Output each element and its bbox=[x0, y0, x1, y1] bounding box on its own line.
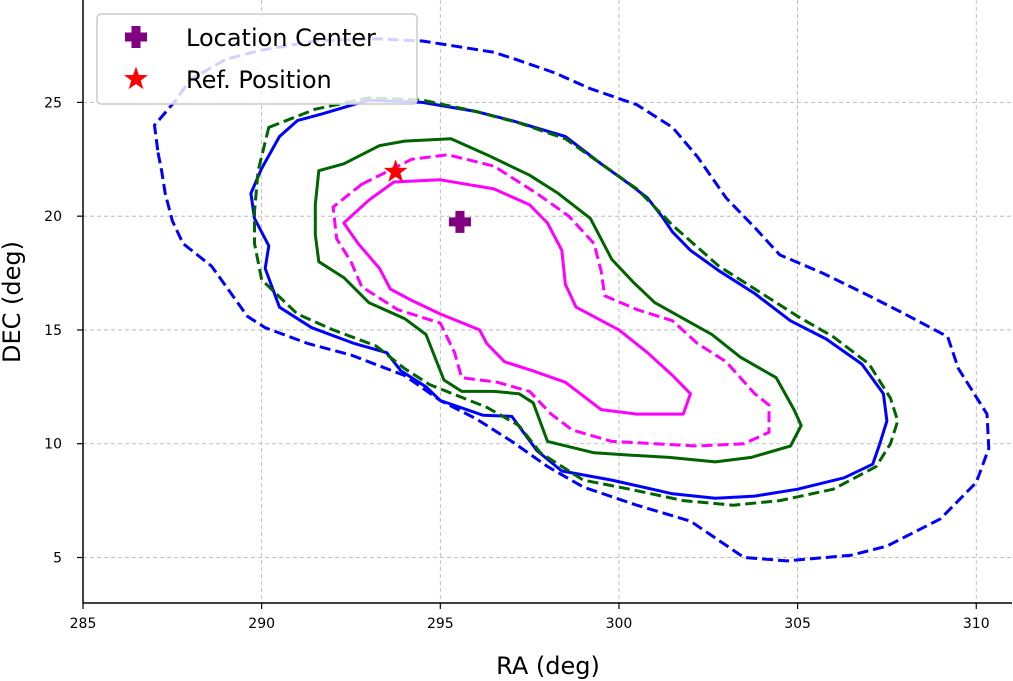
legend-label-location-center: Location Center bbox=[186, 24, 376, 52]
x-axis-label: RA (deg) bbox=[496, 652, 600, 680]
legend-box bbox=[96, 13, 418, 105]
legend-star-icon bbox=[124, 66, 148, 90]
x-tick-label: 285 bbox=[70, 616, 97, 632]
axes: 285 290 295 300 305 310 5 10 15 20 25 bbox=[44, 0, 1012, 632]
x-tick-label: 305 bbox=[784, 616, 811, 632]
x-tick-label: 310 bbox=[963, 616, 990, 632]
ref-position-marker bbox=[383, 159, 408, 182]
y-tick-label: 5 bbox=[53, 550, 62, 566]
location-center-marker bbox=[448, 210, 471, 233]
contour-line-1 bbox=[153, 37, 991, 563]
x-tick-label: 290 bbox=[248, 616, 275, 632]
legend-plus-icon bbox=[125, 26, 147, 48]
contour-line-6 bbox=[342, 178, 692, 416]
y-tick-label: 25 bbox=[44, 95, 62, 111]
point-markers bbox=[383, 159, 471, 233]
legend-label-ref-position: Ref. Position bbox=[186, 66, 332, 94]
x-tick-label: 295 bbox=[427, 616, 454, 632]
contour-line-2 bbox=[249, 98, 889, 500]
y-axis-label: DEC (deg) bbox=[0, 241, 26, 363]
legend: Location Center Ref. Position bbox=[96, 13, 418, 105]
contour-line-5 bbox=[331, 153, 771, 448]
y-tick-label: 15 bbox=[44, 323, 62, 339]
y-tick-label: 20 bbox=[44, 209, 62, 225]
x-tick-label: 300 bbox=[606, 616, 633, 632]
contour-line-4 bbox=[313, 137, 803, 464]
y-tick-label: 10 bbox=[44, 437, 62, 453]
contour-series bbox=[153, 37, 991, 563]
contour-line-3 bbox=[253, 96, 900, 507]
